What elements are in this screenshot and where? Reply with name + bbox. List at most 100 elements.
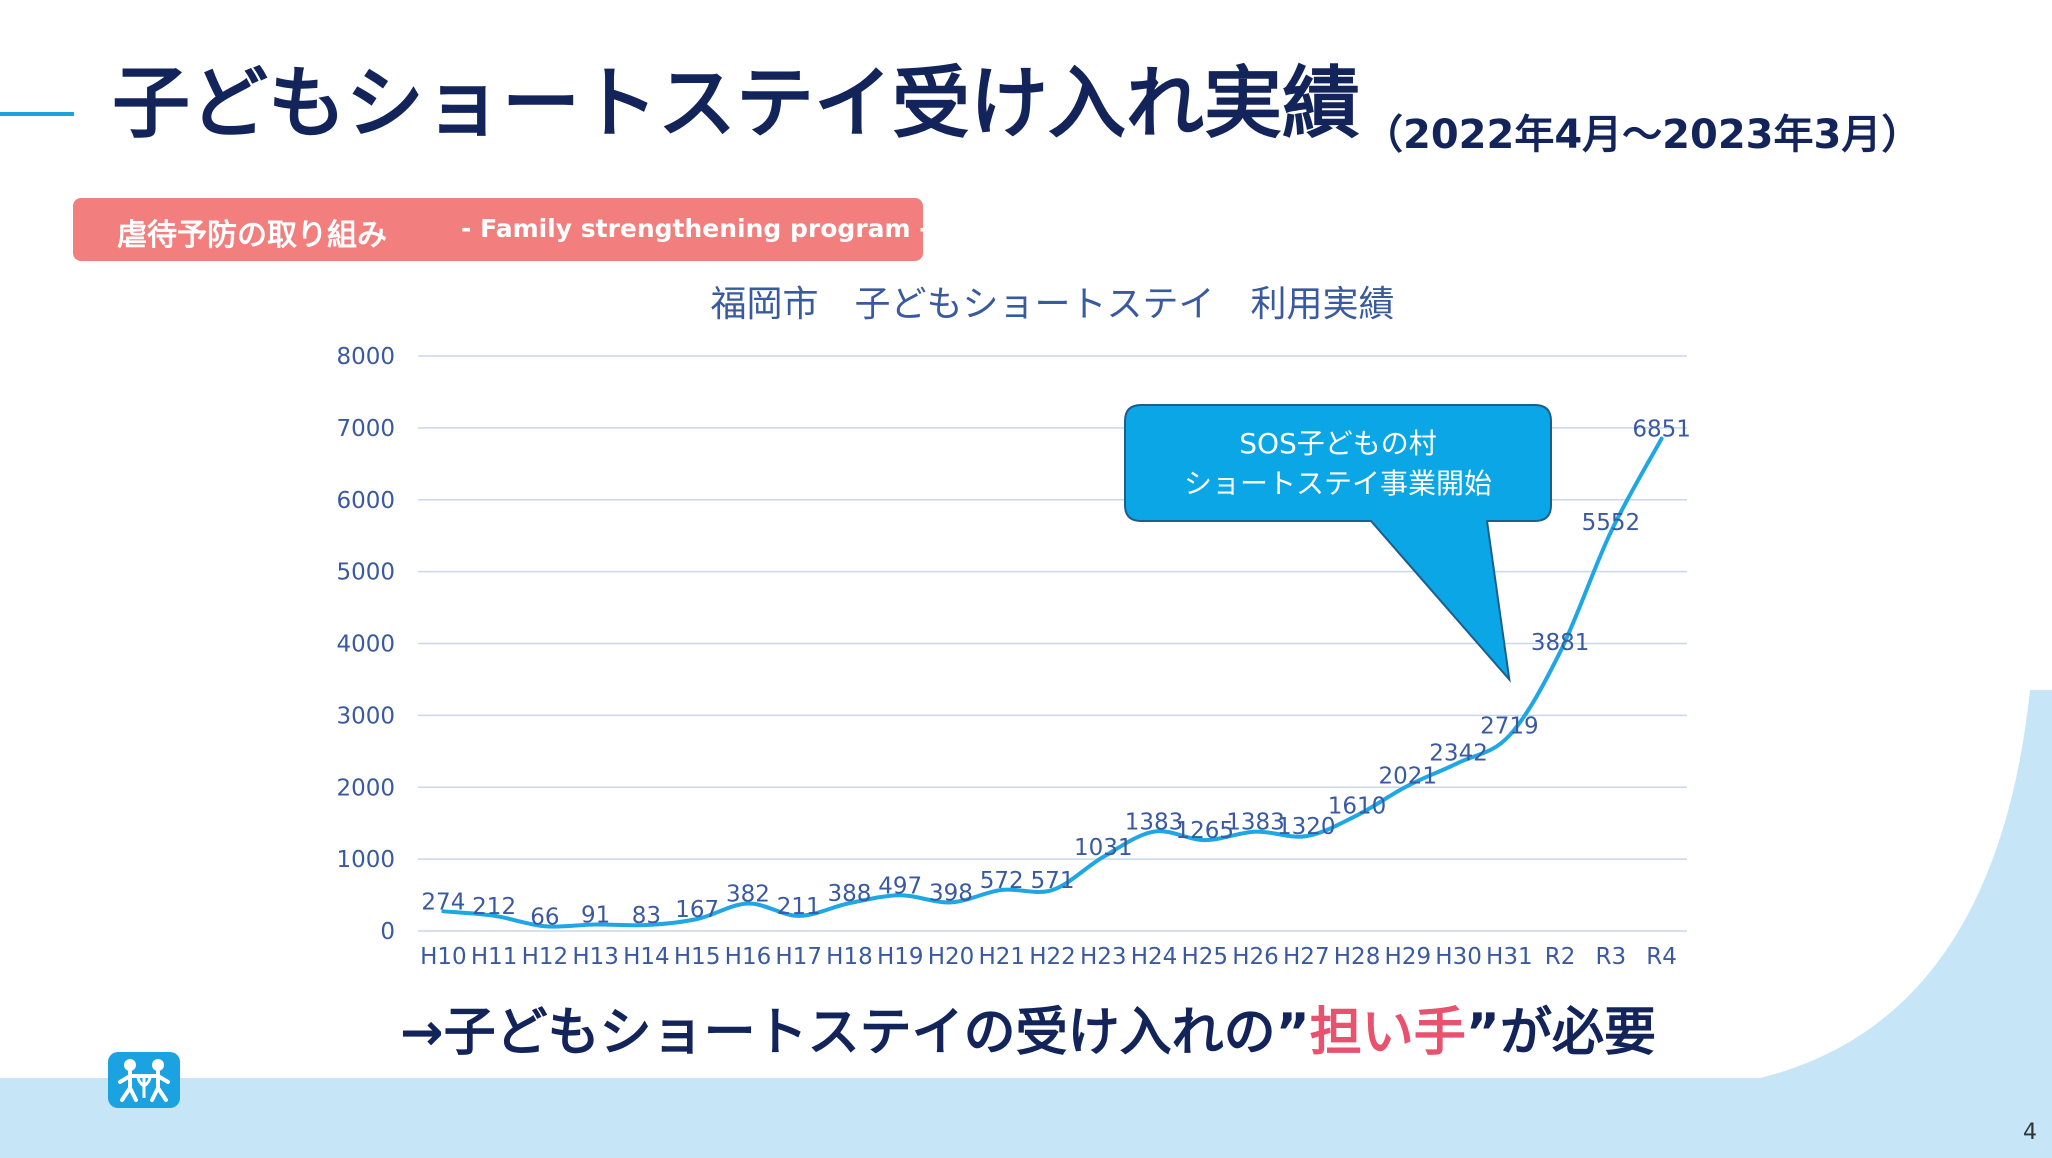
x-tick-label: H13 [572, 944, 619, 970]
data-label: 212 [472, 894, 516, 920]
data-label: 1383 [1226, 810, 1285, 836]
data-point [1660, 437, 1664, 441]
y-tick-label: 5000 [336, 560, 395, 586]
series-line [441, 436, 1664, 929]
data-label: 1610 [1328, 793, 1387, 819]
data-label: 83 [632, 903, 661, 929]
x-tick-label: R3 [1596, 944, 1627, 970]
data-point [644, 923, 648, 927]
data-point [1101, 855, 1105, 859]
x-tick-label: R2 [1545, 944, 1576, 970]
x-tick-label: H14 [623, 944, 670, 970]
bottom-message-before: →子どもショートステイの受け入れの” [400, 1003, 1310, 1063]
data-point [898, 893, 902, 897]
page-title: 子どもショートステイ受け入れ実績 [112, 59, 1361, 149]
x-tick-label: H27 [1283, 944, 1330, 970]
data-label: 91 [581, 902, 610, 928]
data-point [797, 914, 801, 918]
x-tick-label: H31 [1486, 944, 1533, 970]
data-point [1457, 761, 1461, 765]
x-tick-label: H15 [674, 944, 721, 970]
data-label: 1383 [1125, 810, 1184, 836]
data-point [746, 902, 750, 906]
program-tag-label: 虐待予防の取り組み [117, 218, 387, 253]
bottom-message-after: ”が必要 [1465, 1003, 1656, 1063]
x-tick-label: H11 [471, 944, 518, 970]
data-label: 388 [828, 881, 872, 907]
x-tick-label: H29 [1385, 944, 1432, 970]
bottom-message: →子どもショートステイの受け入れの”担い手”が必要 [400, 990, 1656, 1065]
data-point [1507, 734, 1511, 738]
data-point [949, 900, 953, 904]
data-point [695, 917, 699, 921]
chart-title: 福岡市 子どもショートステイ 利用実績 [710, 284, 1394, 325]
x-tick-label: H21 [978, 944, 1025, 970]
data-point [492, 914, 496, 918]
annotation-callout [1124, 404, 1552, 683]
data-label: 2342 [1429, 741, 1488, 767]
program-tag: 虐待予防の取り組み - Family strengthening program… [73, 198, 930, 261]
y-tick-label: 6000 [336, 488, 395, 514]
x-tick-label: H30 [1435, 944, 1482, 970]
x-tick-label: H25 [1181, 944, 1228, 970]
y-tick-label: 0 [380, 919, 395, 945]
data-label: 5552 [1582, 510, 1641, 536]
x-tick-label: H23 [1080, 944, 1127, 970]
data-label: 497 [878, 873, 922, 899]
data-label: 572 [980, 868, 1024, 894]
sos-childrens-villages-logo-icon [108, 1052, 180, 1108]
x-tick-label: H20 [928, 944, 975, 970]
data-point [1203, 838, 1207, 842]
data-point [594, 922, 598, 926]
x-tick-label: H12 [522, 944, 569, 970]
x-tick-label: R4 [1646, 944, 1677, 970]
data-point [543, 924, 547, 928]
x-tick-label: H18 [826, 944, 873, 970]
x-tick-label: H26 [1232, 944, 1279, 970]
x-tick-label: H22 [1029, 944, 1076, 970]
program-tag-english: - Family strengthening program - [461, 214, 930, 243]
x-tick-label: H16 [725, 944, 772, 970]
data-label: 571 [1031, 868, 1075, 894]
data-label: 167 [675, 897, 719, 923]
data-label: 274 [421, 889, 465, 915]
data-label: 1320 [1277, 814, 1336, 840]
data-point [1609, 530, 1613, 534]
page-number: 4 [2023, 1120, 2037, 1145]
y-tick-label: 8000 [336, 344, 395, 370]
y-tick-label: 7000 [336, 416, 395, 442]
x-tick-label: H17 [775, 944, 822, 970]
x-tick-label: H19 [877, 944, 924, 970]
x-tick-label: H28 [1334, 944, 1381, 970]
data-point [1152, 830, 1156, 834]
data-label: 66 [530, 904, 559, 930]
data-label: 2021 [1379, 764, 1438, 790]
data-label: 3881 [1531, 630, 1590, 656]
title-accent-line [0, 112, 74, 116]
data-label: 211 [777, 894, 821, 920]
data-point [1000, 888, 1004, 892]
data-point [847, 901, 851, 905]
y-tick-label: 1000 [336, 847, 395, 873]
data-point [1406, 784, 1410, 788]
data-label: 398 [929, 880, 973, 906]
data-point [1558, 650, 1562, 654]
page-subtitle: （2022年4月～2023年3月） [1363, 112, 1922, 158]
y-tick-label: 3000 [336, 703, 395, 729]
data-point [1304, 834, 1308, 838]
annotation-text: SOS子どもの村 [1239, 427, 1437, 460]
data-point [1051, 888, 1054, 892]
data-label: 1031 [1074, 835, 1133, 861]
data-label: 382 [726, 882, 770, 908]
data-label: 6851 [1632, 417, 1691, 443]
annotation-text: ショートステイ事業開始 [1184, 467, 1492, 500]
data-point [1254, 830, 1258, 834]
data-label: 2719 [1480, 714, 1539, 740]
x-tick-label: H10 [420, 944, 467, 970]
x-tick-label: H24 [1131, 944, 1178, 970]
y-tick-label: 2000 [336, 775, 395, 801]
y-tick-label: 4000 [336, 632, 395, 658]
bottom-message-highlight: 担い手 [1309, 1003, 1466, 1063]
